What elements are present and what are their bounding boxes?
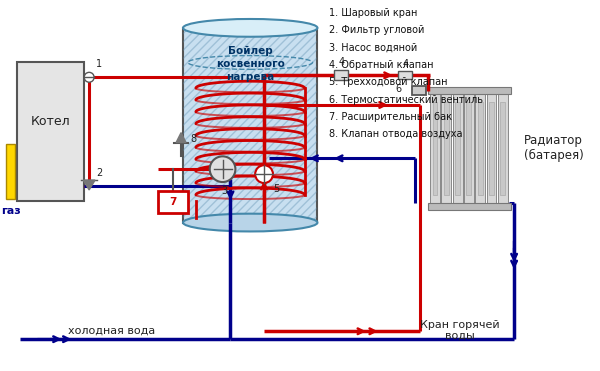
Bar (444, 102, 449, 195)
Bar (158, 191, 188, 213)
Bar (183, 28, 317, 223)
Bar (6, 144, 15, 199)
Bar (428, 87, 511, 94)
Text: 3. Насос водяной: 3. Насос водяной (329, 43, 418, 53)
Bar (475, 94, 485, 203)
Text: 2. Фильтр угловой: 2. Фильтр угловой (329, 25, 425, 35)
Bar (478, 102, 482, 195)
Bar (430, 94, 440, 203)
Text: 3: 3 (221, 186, 227, 196)
Text: 1: 1 (96, 59, 102, 69)
Bar (433, 102, 437, 195)
Bar (487, 94, 496, 203)
Text: 4. Обратный клапан: 4. Обратный клапан (329, 60, 434, 70)
Bar (17, 62, 84, 201)
Circle shape (210, 156, 235, 182)
Circle shape (255, 165, 273, 183)
Text: Кран горячей
воды: Кран горячей воды (420, 319, 500, 341)
Bar (183, 28, 317, 223)
Text: 8. Клапан отвода воздуха: 8. Клапан отвода воздуха (329, 129, 463, 139)
Text: 7: 7 (169, 197, 177, 207)
Bar (498, 94, 508, 203)
Bar (412, 86, 426, 95)
Bar (398, 71, 412, 79)
Text: 5: 5 (273, 184, 279, 194)
Polygon shape (83, 180, 95, 190)
Text: Бойлер
косвенного
нагрева: Бойлер косвенного нагрева (216, 46, 284, 82)
Text: Радиатор
(батарея): Радиатор (батарея) (524, 134, 584, 162)
Bar (466, 102, 472, 195)
Text: 6: 6 (395, 84, 401, 94)
Bar (334, 70, 348, 80)
Ellipse shape (183, 19, 317, 37)
Circle shape (84, 72, 94, 82)
Text: 7. Расширительный бак: 7. Расширительный бак (329, 112, 452, 122)
Polygon shape (176, 132, 186, 142)
Bar (442, 94, 451, 203)
Text: Котел: Котел (31, 115, 70, 128)
Bar (455, 102, 460, 195)
Bar (489, 102, 494, 195)
Text: 4: 4 (403, 59, 409, 69)
Bar (452, 94, 463, 203)
Text: газ: газ (1, 206, 21, 216)
Text: холодная вода: холодная вода (68, 325, 155, 335)
Bar (428, 203, 511, 210)
Text: 5. Трехходовой клапан: 5. Трехходовой клапан (329, 77, 448, 87)
Text: 2: 2 (96, 168, 102, 178)
Text: 4: 4 (338, 58, 344, 68)
Text: 8: 8 (190, 134, 196, 144)
Bar (500, 102, 505, 195)
Text: 1. Шаровый кран: 1. Шаровый кран (329, 8, 418, 18)
Text: 6. Термостатический вентиль: 6. Термостатический вентиль (329, 95, 483, 105)
Ellipse shape (183, 214, 317, 232)
Bar (464, 94, 474, 203)
